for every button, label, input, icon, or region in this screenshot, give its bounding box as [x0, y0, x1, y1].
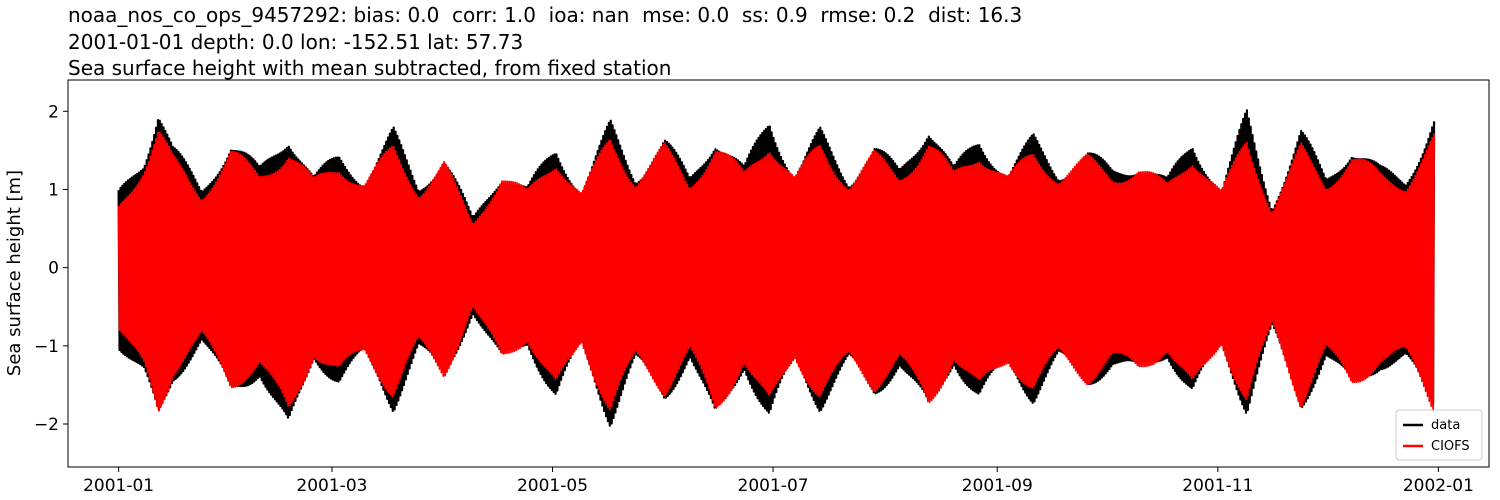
x-axis: 2001-01 2001-03 2001-05 2001-07 2001-09 2001-… — [83, 467, 1474, 496]
chart-title-line-1: noaa_nos_co_ops_9457292: bias: 0.0 corr:… — [68, 3, 1023, 27]
y-tick-label-0: 2 — [48, 102, 59, 122]
x-tick-label-5: 2001-11 — [1182, 476, 1253, 496]
y-tick-label-1: 1 — [48, 180, 59, 200]
x-tick-label-2: 2001-05 — [517, 476, 588, 496]
x-tick-label-3: 2001-07 — [738, 476, 809, 496]
series-line-ciofs — [117, 131, 1435, 412]
x-tick-label-1: 2001-03 — [296, 476, 367, 496]
x-tick-label-0: 2001-01 — [83, 476, 154, 496]
y-axis: 2 1 0 −1 −2 — [34, 102, 68, 435]
legend: data CIOFS — [1395, 409, 1483, 461]
chart-title-line-3: Sea surface height with mean subtracted,… — [68, 56, 672, 80]
legend-label-ciofs: CIOFS — [1431, 439, 1470, 454]
legend-box — [1395, 409, 1483, 461]
x-tick-label-6: 2002-01 — [1403, 476, 1474, 496]
y-tick-label-3: −1 — [34, 337, 59, 357]
x-tick-label-4: 2001-09 — [962, 476, 1033, 496]
y-tick-label-2: 0 — [48, 259, 59, 279]
y-axis-label: Sea surface height [m] — [4, 170, 25, 376]
y-tick-label-4: −2 — [34, 415, 59, 435]
plot-series-group — [117, 109, 1436, 427]
plot-frame — [67, 79, 1490, 468]
legend-label-data: data — [1431, 418, 1460, 433]
chart-title-line-2: 2001-01-01 depth: 0.0 lon: -152.51 lat: … — [68, 30, 524, 54]
